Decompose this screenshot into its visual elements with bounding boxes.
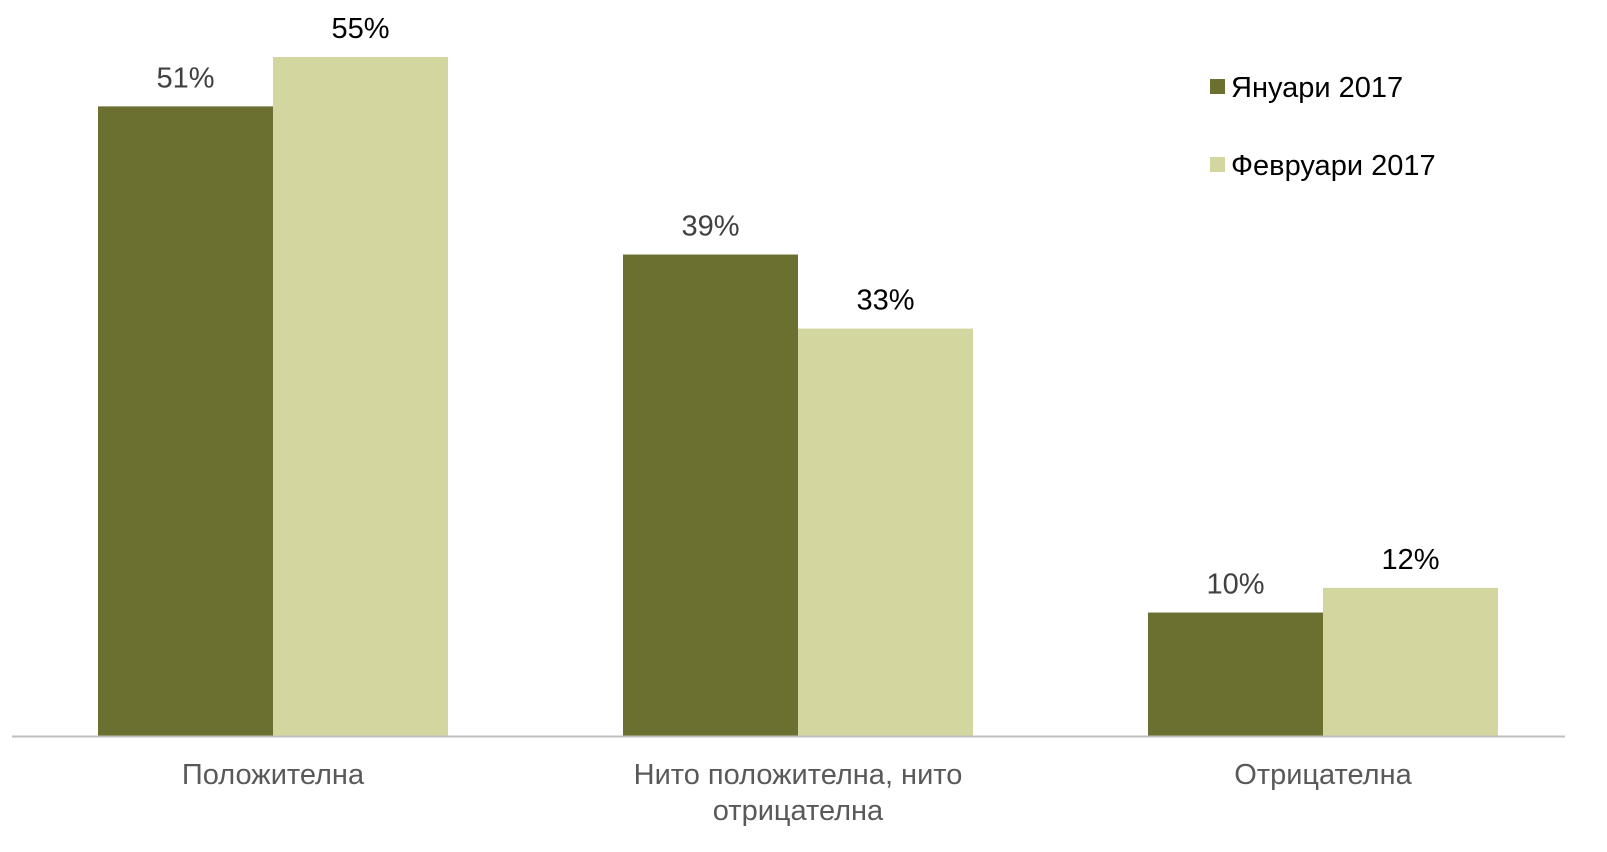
legend-swatch-february bbox=[1210, 157, 1225, 172]
legend-label-february: Февруари 2017 bbox=[1231, 150, 1436, 182]
bar-february-0 bbox=[273, 57, 448, 736]
bar-february-1 bbox=[798, 328, 973, 736]
legend: Януари 2017 Февруари 2017 bbox=[1210, 72, 1436, 182]
data-label-january-0: 51% bbox=[156, 62, 214, 94]
legend-item-february: Февруари 2017 bbox=[1210, 150, 1436, 182]
category-label-1: Нито положителна, нито отрицателна bbox=[634, 759, 963, 827]
bars-layer bbox=[98, 57, 1498, 736]
data-labels-layer: 51% 39% 10% 55% 33% 12% bbox=[156, 13, 1439, 601]
category-label-0: Положителна bbox=[182, 759, 365, 791]
data-label-february-2: 12% bbox=[1381, 544, 1439, 576]
bar-january-1 bbox=[623, 254, 798, 736]
category-labels-layer: Положителна Нито положителна, нито отрицат… bbox=[182, 759, 1413, 827]
category-label-2: Отрицателна bbox=[1234, 759, 1412, 791]
bar-february-2 bbox=[1323, 587, 1498, 736]
data-label-january-1: 39% bbox=[681, 211, 739, 243]
data-label-january-2: 10% bbox=[1206, 569, 1264, 601]
data-label-february-1: 33% bbox=[856, 285, 914, 317]
data-label-february-0: 55% bbox=[331, 13, 389, 45]
bar-january-2 bbox=[1148, 612, 1323, 736]
legend-swatch-january bbox=[1210, 79, 1225, 94]
legend-item-january: Януари 2017 bbox=[1210, 72, 1403, 104]
bar-january-0 bbox=[98, 106, 273, 736]
legend-label-january: Януари 2017 bbox=[1231, 72, 1403, 104]
